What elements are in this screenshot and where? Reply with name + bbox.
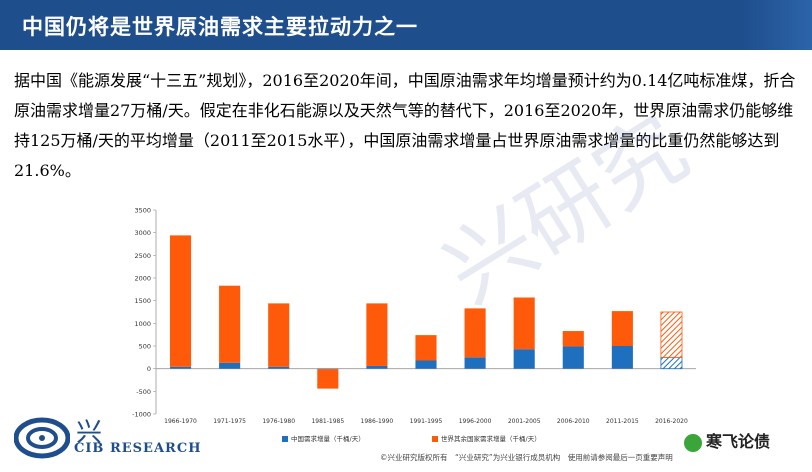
title-bar: 中国仍将是世界原油需求主要拉动力之一: [0, 0, 812, 50]
x-tick-label: 1976-1980: [262, 418, 295, 425]
legend-item-rest-of-world: 世界其余国家需求增量（千桶/天）: [432, 433, 541, 443]
legend-label-rest-of-world: 世界其余国家需求增量（千桶/天）: [441, 435, 541, 443]
y-tick-label: 3000: [134, 229, 151, 237]
cib-logo: 兴 CIB RESEARCH: [13, 410, 234, 468]
wechat-icon: [684, 433, 702, 452]
bar-segment: [611, 346, 633, 369]
y-tick-label: 2000: [134, 275, 151, 283]
y-tick-label: 1000: [134, 320, 151, 328]
bar-segment: [169, 366, 192, 369]
stacked-bar-chart: -1000 -500 0 500 1000 1500 2000 2500 3000 3500 196…: [132, 207, 696, 425]
bar-segment: [562, 331, 584, 347]
y-tick-label: 3500: [134, 207, 151, 215]
legend-swatch-china: [282, 436, 288, 442]
y-tick-label: 2500: [134, 252, 151, 260]
x-tick-label: 2011-2015: [606, 418, 639, 425]
slide-title: 中国仍将是世界原油需求主要拉动力之一: [22, 15, 418, 39]
chart-container: -1000 -500 0 500 1000 1500 2000 2500 3000 3500 196…: [120, 204, 706, 454]
x-tick-label: 1991-1995: [410, 418, 443, 425]
x-tick-label: 1996-2000: [459, 418, 492, 425]
y-tick-label: 500: [139, 343, 151, 351]
brand-label: 寒飞论债: [706, 432, 771, 451]
x-tick-label: 1966-1970: [164, 418, 197, 425]
bar-segment: [219, 362, 241, 369]
x-tick-label: 1986-1990: [361, 418, 394, 425]
cib-logo-icon: [13, 417, 71, 459]
bar-segment: [366, 365, 388, 369]
title-bar-accent: [742, 0, 812, 50]
bar-segment: [268, 366, 290, 369]
x-tick-label: 1981-1985: [311, 418, 344, 425]
x-tick-label: 2016-2020: [655, 418, 688, 425]
bar-segment: [562, 346, 584, 369]
legend-swatch-rest-of-world: [432, 436, 438, 442]
logo-chinese-char: 兴: [76, 418, 103, 448]
x-tick-label: 2001-2005: [508, 418, 541, 425]
bar-segment: [268, 303, 290, 367]
y-tick-label: -500: [136, 388, 151, 396]
bar-segment: [219, 285, 241, 363]
bar-segment: [366, 303, 388, 366]
bar-segment: [513, 349, 535, 369]
x-tick-label: 2006-2010: [557, 418, 590, 425]
bar-segment: [611, 311, 633, 346]
legend-label-china: 中国需求增量（千桶/天）: [291, 435, 365, 443]
x-tick-label: 1971-1975: [213, 418, 246, 425]
bar-segment: [464, 308, 486, 358]
footer-disclaimer: ©兴业研究版权所有 “兴业研究”为兴业银行成员机构 使用前请参阅最后一页重要声明: [380, 453, 673, 462]
legend-item-china: 中国需求增量（千桶/天）: [282, 433, 365, 443]
brand-badge: 寒飞论债: [684, 428, 770, 452]
y-tick-label: -1000: [132, 411, 151, 419]
bar-segment: [317, 368, 339, 370]
bar-segment: [464, 357, 486, 369]
bar-segment: [513, 297, 535, 350]
y-tick-label: 0: [147, 365, 151, 373]
bar-segment: [169, 235, 192, 367]
bar-segment: [317, 369, 339, 389]
bar-segment: [660, 356, 683, 370]
body-paragraph: 据中国《能源发展“十三五”规划》，2016至2020年间，中国原油需求年均增量预…: [14, 71, 796, 180]
bar-segment: [415, 335, 437, 361]
bar-segment: [660, 311, 683, 358]
y-tick-label: 1500: [134, 297, 151, 305]
logo-english-text: CIB RESEARCH: [74, 441, 202, 456]
bar-segment: [415, 360, 437, 369]
